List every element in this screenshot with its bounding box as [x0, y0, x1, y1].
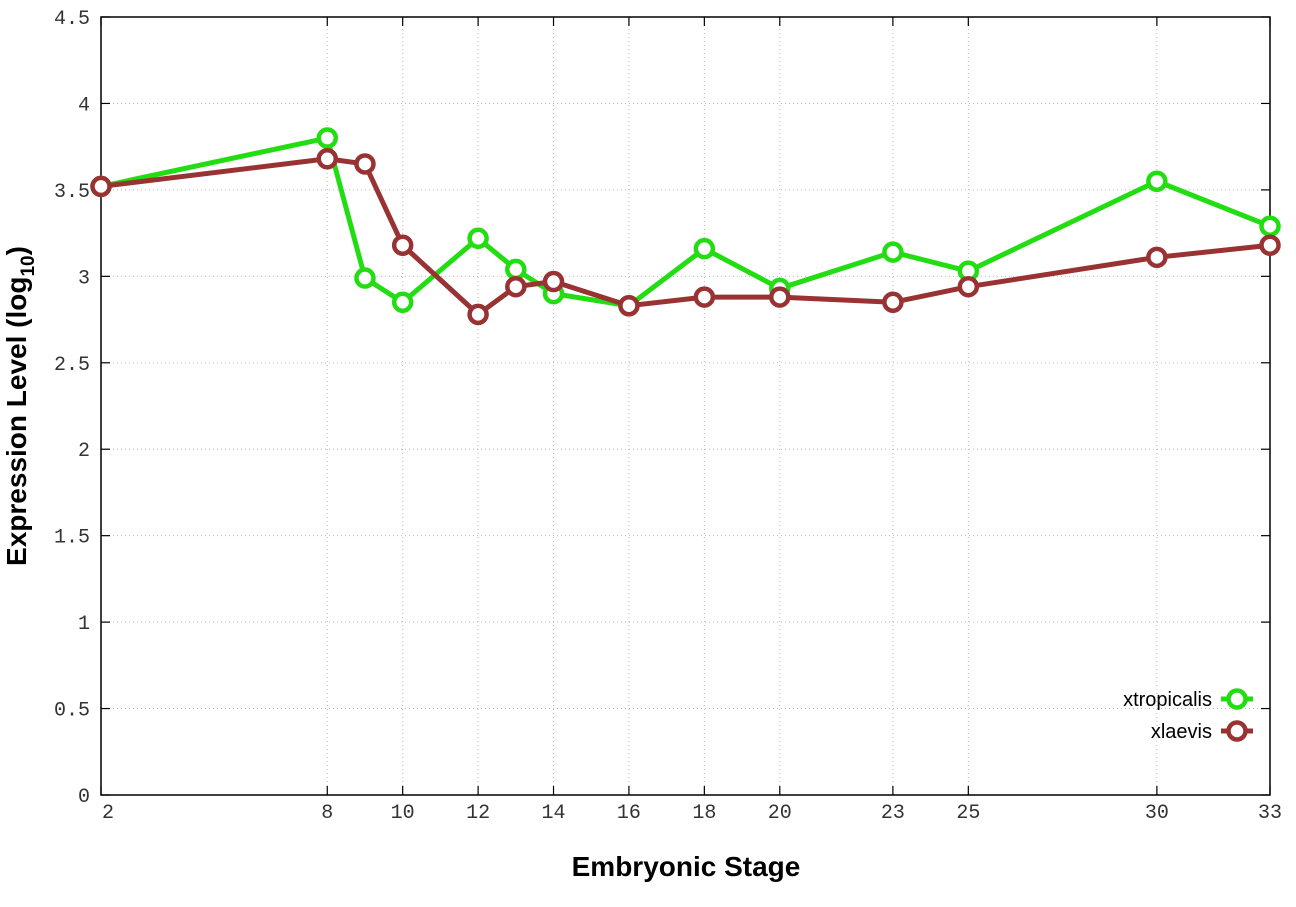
x-tick-label: 30 — [1145, 802, 1169, 825]
x-tick-label: 25 — [956, 802, 980, 825]
data-point-xtropicalis — [693, 237, 716, 260]
series-xlaevis — [90, 148, 1281, 326]
y-axis-title-subscript: 10 — [18, 255, 39, 276]
tick-layer: 2 8 10 12 14 16 18 20 23 25 30 33 0 0.5 1 1.5 2 2.5 3 3.5 4 4… — [54, 8, 1282, 825]
y-tick-label: 4 — [78, 94, 90, 117]
data-point-xlaevis — [882, 291, 904, 314]
data-point-xtropicalis — [882, 241, 904, 263]
y-axis-title-main: Expression Level (log — [1, 277, 32, 566]
data-point-xlaevis — [769, 286, 791, 308]
legend-marker — [1226, 720, 1248, 742]
y-tick-label: 0.5 — [54, 700, 90, 723]
series-layer — [90, 127, 1281, 326]
data-point-xlaevis — [1259, 234, 1281, 256]
data-point-xlaevis — [354, 153, 376, 175]
x-tick-label: 33 — [1258, 802, 1282, 825]
legend-entry-xlaevis: xlaevis — [1151, 720, 1253, 743]
x-tick-label: 23 — [881, 802, 905, 825]
grid-layer — [101, 17, 1270, 795]
y-tick-label: 2.5 — [54, 354, 90, 377]
data-point-xtropicalis — [1259, 215, 1281, 237]
legend-entry-xtropicalis: xtropicalis — [1123, 688, 1253, 711]
x-tick-label: 14 — [542, 802, 566, 825]
legend-label: xtropicalis — [1123, 689, 1212, 711]
data-point-xlaevis — [618, 294, 640, 317]
y-tick-label: 3.5 — [54, 181, 90, 204]
data-point-xlaevis — [693, 286, 716, 308]
x-axis-title: Embryonic Stage — [572, 851, 801, 882]
data-point-xlaevis — [1146, 246, 1168, 269]
data-point-xlaevis — [467, 303, 489, 326]
data-point-xlaevis — [90, 175, 112, 198]
data-point-xtropicalis — [1146, 170, 1168, 192]
x-tick-label: 18 — [692, 802, 716, 825]
legend-label: xlaevis — [1151, 721, 1212, 743]
x-tick-label: 12 — [466, 802, 490, 825]
x-tick-label: 16 — [617, 802, 641, 825]
y-tick-label: 4.5 — [54, 8, 90, 31]
data-point-xlaevis — [542, 270, 565, 293]
data-point-xlaevis — [957, 275, 980, 298]
y-tick-label: 1 — [78, 613, 90, 636]
y-axis-title: Expression Level (log10) — [1, 246, 39, 566]
y-axis-title-close: ) — [1, 246, 32, 255]
data-point-xtropicalis — [316, 127, 339, 149]
y-tick-label: 0 — [78, 786, 90, 809]
x-tick-label: 2 — [102, 802, 114, 825]
y-tick-label: 3 — [78, 267, 90, 290]
legend: xtropicalis xlaevis — [1123, 688, 1253, 743]
legend-marker — [1226, 688, 1248, 710]
series-line-xlaevis — [100, 156, 1271, 317]
plot-frame — [100, 16, 1271, 796]
data-point-xlaevis — [391, 234, 414, 256]
data-point-xlaevis — [316, 148, 339, 170]
data-point-xtropicalis — [391, 291, 414, 314]
x-tick-label: 20 — [768, 802, 792, 825]
series-xtropicalis — [90, 127, 1281, 317]
data-point-xtropicalis — [467, 227, 489, 250]
x-tick-label: 8 — [321, 802, 333, 825]
y-tick-label: 2 — [78, 440, 90, 463]
y-tick-label: 1.5 — [54, 527, 90, 550]
data-point-xlaevis — [505, 275, 527, 298]
data-point-xtropicalis — [505, 258, 527, 281]
data-point-xtropicalis — [354, 267, 376, 289]
x-tick-label: 10 — [391, 802, 415, 825]
